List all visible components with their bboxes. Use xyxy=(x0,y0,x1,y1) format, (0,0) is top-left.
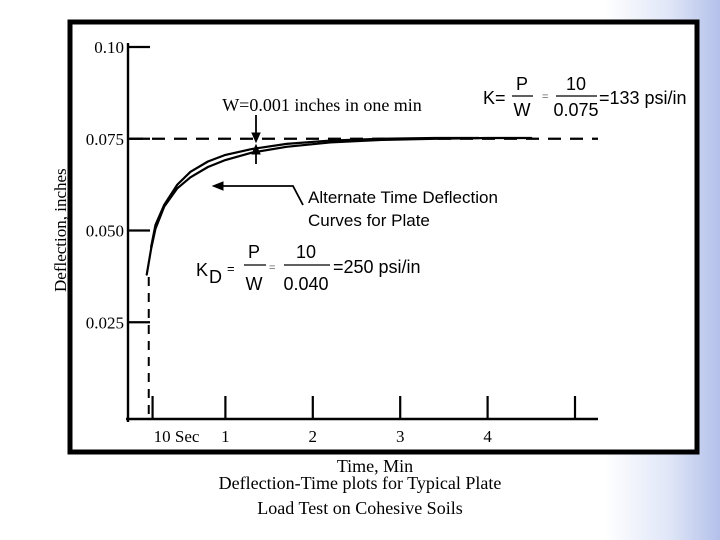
x-tick-label-5: 5 xyxy=(571,427,580,446)
ticks: 0.10 0.075 0.050 0.025 10 Sec 1 2 3 4 5 xyxy=(86,38,580,446)
w-arrows xyxy=(251,115,261,164)
x-tick-label-3: 3 xyxy=(396,427,405,446)
caption-line1: Deflection-Time plots for Typical Plate xyxy=(218,473,502,493)
x-tick-label-1: 1 xyxy=(221,427,230,446)
x-axis-title: Time, Min xyxy=(337,456,413,476)
y-axis-title: Deflection, inches xyxy=(51,168,70,292)
k-bottom-sub: D xyxy=(209,267,222,287)
plot-frame xyxy=(67,19,700,455)
y-tick-label-3: 0.025 xyxy=(86,313,124,332)
svg-text:=: = xyxy=(269,262,275,274)
k-top-lhs: K= xyxy=(483,88,506,108)
y-tick-label-1: 0.075 xyxy=(86,130,124,149)
k-top-den: 0.075 xyxy=(553,100,598,120)
w-annotation: W=0.001 inches in one min xyxy=(222,95,422,115)
svg-text:=: = xyxy=(227,261,235,276)
k-bottom-p: P xyxy=(248,242,260,262)
k-formula-top: K= P W = 10 0.075 =133 psi/in xyxy=(483,74,687,120)
k-bottom-lhs: K xyxy=(196,260,208,280)
k-bottom-num: 10 xyxy=(296,242,316,262)
k-formula-bottom: K D = P W = 10 0.040 =250 psi/in xyxy=(196,242,421,294)
curves-label-line1: Alternate Time Deflection xyxy=(308,188,498,207)
y-tick-label-0: 0.10 xyxy=(94,38,124,57)
svg-text:=: = xyxy=(542,91,548,103)
x-tick-label-4: 4 xyxy=(483,427,492,446)
curves xyxy=(145,136,533,276)
k-top-num: 10 xyxy=(566,74,586,94)
k-top-rhs: =133 psi/in xyxy=(599,88,687,108)
k-bottom-den: 0.040 xyxy=(283,274,328,294)
caption-line2: Load Test on Cohesive Soils xyxy=(257,498,463,518)
k-bottom-rhs: =250 psi/in xyxy=(333,257,421,277)
x-tick-label-0: 10 Sec xyxy=(154,427,200,446)
y-tick-label-2: 0.050 xyxy=(86,222,124,241)
series-line-1 xyxy=(150,136,480,249)
curves-label-line2: Curves for Plate xyxy=(308,211,430,230)
x-tick-label-2: 2 xyxy=(309,427,318,446)
axes xyxy=(126,43,598,422)
k-top-w: W xyxy=(514,100,531,120)
curves-label-leader xyxy=(211,181,304,206)
k-bottom-w: W xyxy=(246,274,263,294)
k-top-p: P xyxy=(516,74,528,94)
